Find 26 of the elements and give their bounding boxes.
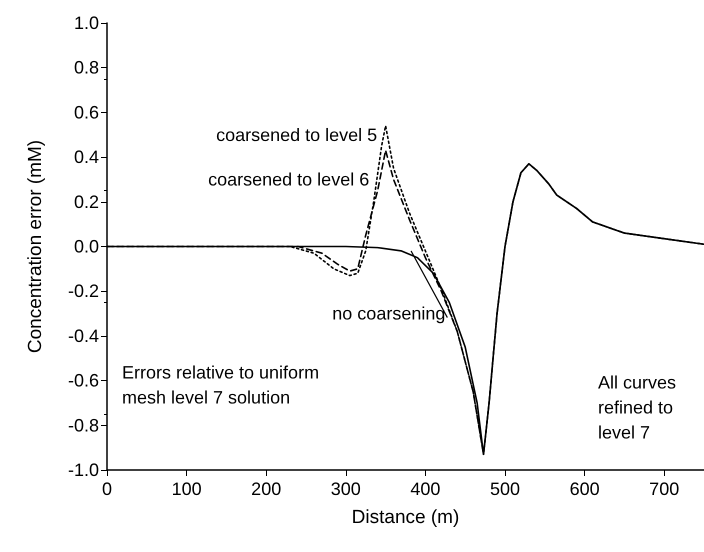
annotation: Errors relative to uniform mesh level 7 solution xyxy=(122,362,320,408)
x-tick-label: 500 xyxy=(490,479,520,499)
series-label: no coarsening xyxy=(332,304,446,324)
x-tick-label: 200 xyxy=(251,479,282,499)
y-tick-label: 1.0 xyxy=(74,13,99,33)
y-tick-label: 0.6 xyxy=(74,102,99,122)
y-axis-title: Concentration error (mM) xyxy=(25,140,46,354)
x-tick-label: 100 xyxy=(172,479,202,499)
x-tick-label: 300 xyxy=(330,479,361,499)
y-tick-label: -1.0 xyxy=(68,460,99,480)
x-tick-label: 600 xyxy=(570,479,600,499)
y-tick-label: -0.4 xyxy=(68,326,99,346)
x-tick-label: 0 xyxy=(102,479,112,499)
y-tick-label: 0.8 xyxy=(74,58,99,78)
y-tick-label: 0.2 xyxy=(74,192,99,212)
y-tick-label: 0.4 xyxy=(74,147,99,168)
series-label: coarsened to level 6 xyxy=(208,169,370,190)
y-tick-label: 0.0 xyxy=(74,236,99,256)
y-tick-label: -0.2 xyxy=(68,281,99,302)
annotation: All curves refined to level 7 xyxy=(598,372,676,442)
x-axis-title: Distance (m) xyxy=(352,507,460,528)
series-label: coarsened to level 5 xyxy=(216,124,378,145)
x-tick-label: 400 xyxy=(410,479,440,499)
y-tick-label: -0.8 xyxy=(68,415,99,436)
y-tick-label: -0.6 xyxy=(68,370,99,391)
x-tick-label: 700 xyxy=(649,479,680,499)
